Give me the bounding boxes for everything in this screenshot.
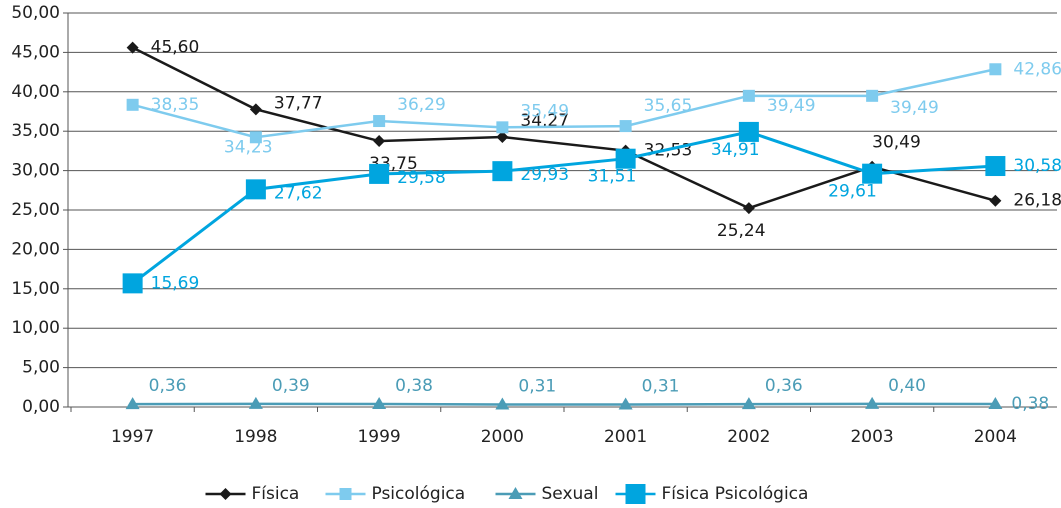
data-label: 0,36 [765,376,803,396]
point [249,131,262,144]
data-label: 34,23 [224,137,273,157]
y-tick-label: 25,00 [11,200,60,220]
point [615,148,636,169]
legend-label: Psicológica [372,484,466,504]
point [372,397,387,410]
point [985,156,1006,177]
data-label: 39,49 [767,96,816,116]
data-label: 30,58 [1013,156,1061,176]
legend-marker [219,488,232,500]
legend-label: Física [252,484,300,504]
point [742,89,755,102]
data-label: 45,60 [151,38,200,58]
data-label: 38,35 [151,95,200,115]
point [866,89,879,102]
x-tick-label: 1997 [111,427,154,447]
data-label: 30,49 [872,133,921,153]
x-tick-label: 1999 [357,427,400,447]
data-label: 29,61 [828,182,877,202]
data-label: 0,31 [518,377,556,397]
data-label: 35,49 [520,101,569,121]
y-tick-label: 30,00 [11,161,60,181]
point [495,397,510,410]
data-label: 35,65 [644,96,693,116]
point [373,135,386,148]
y-tick-label: 15,00 [11,279,60,299]
x-tick-label: 1998 [234,427,277,447]
legend-marker [625,484,646,504]
y-tick-label: 40,00 [11,82,60,102]
data-label: 0,38 [395,376,433,396]
legend-label: Sexual [542,484,599,504]
x-tick-label: 2000 [481,427,524,447]
data-label: 0,38 [1011,394,1049,414]
point [742,202,755,215]
point [369,163,390,184]
point [741,397,756,410]
y-tick-label: 50,00 [11,3,60,23]
data-label: 0,40 [888,376,926,396]
legend-label: Física Psicológica [662,484,809,504]
data-label: 29,93 [520,165,569,185]
data-label: 39,49 [890,98,939,118]
data-label: 27,62 [274,183,323,203]
point [738,121,759,142]
point [496,121,509,134]
data-label: 26,18 [1013,191,1061,211]
y-tick-label: 10,00 [11,318,60,338]
x-tick-label: 2001 [604,427,647,447]
data-label: 25,24 [717,221,766,241]
data-label: 0,36 [149,376,187,396]
point [619,120,632,133]
data-label: 15,69 [151,273,200,293]
data-label: 34,91 [711,140,760,160]
data-label: 37,77 [274,93,323,113]
legend-marker [508,487,523,499]
point [618,397,633,410]
y-tick-label: 5,00 [22,358,60,378]
point [862,163,883,184]
series-line [132,46,996,210]
point [122,273,143,294]
point [989,63,1002,76]
x-tick-label: 2002 [727,427,770,447]
y-tick-label: 0,00 [22,397,60,417]
point [373,115,386,128]
point [865,396,880,409]
data-label: 29,58 [397,168,446,188]
y-tick-label: 45,00 [11,42,60,62]
series-line [131,130,996,285]
data-label: 31,51 [588,167,637,187]
x-tick-label: 2003 [850,427,893,447]
point [249,103,262,116]
series-line [132,68,996,139]
point [245,179,266,200]
legend-marker [339,488,352,500]
data-label: 42,86 [1013,59,1061,79]
y-tick-label: 20,00 [11,239,60,259]
point [125,397,140,410]
data-label: 0,39 [272,376,310,396]
series-line [132,402,996,406]
point [248,396,263,409]
point [126,98,139,111]
data-label: 0,31 [642,377,680,397]
x-tick-label: 2004 [974,427,1017,447]
point [989,194,1002,207]
point [126,41,139,54]
point [496,130,509,143]
point [492,161,513,182]
data-label: 36,29 [397,95,446,115]
point [988,397,1003,410]
y-tick-label: 35,00 [11,121,60,141]
